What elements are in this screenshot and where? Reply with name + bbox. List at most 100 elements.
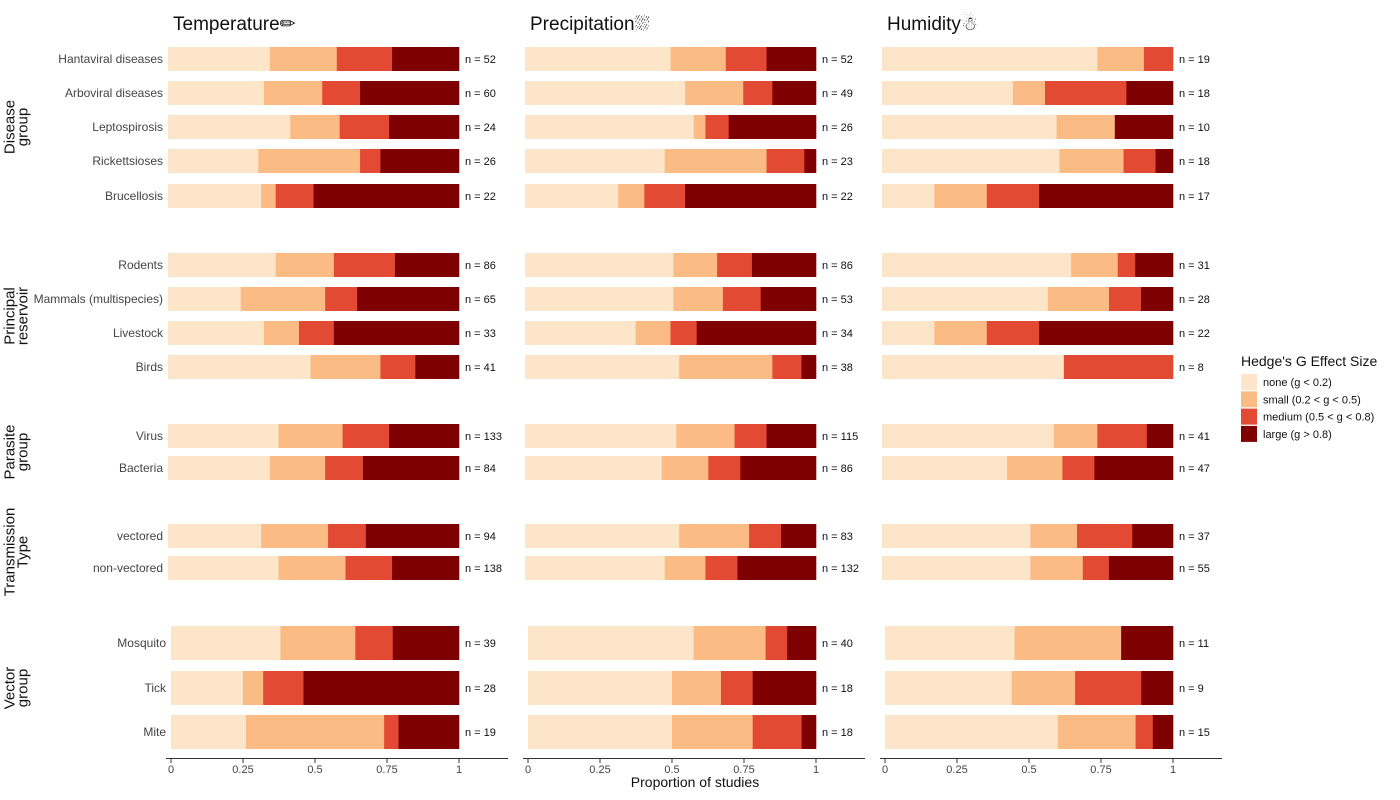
bar-segment-none [882, 115, 1057, 139]
bar-segment-small [1059, 149, 1124, 173]
bar-segment-medium [275, 184, 314, 208]
bar-segment-medium [765, 626, 788, 660]
bar-segment-small [679, 355, 773, 379]
bar-segment-small [264, 81, 323, 105]
x-axis-title: Proportion of studies [631, 774, 759, 790]
bar-segment-none [525, 47, 671, 71]
bar-segment-small [290, 115, 340, 139]
bar-segment-medium [298, 321, 335, 345]
bar-segment-small [673, 253, 718, 277]
bar-segment-small [1014, 626, 1122, 660]
n-label: n = 19 [465, 727, 496, 739]
bar-segment-small [258, 149, 361, 173]
bar-segment-large [1121, 626, 1174, 660]
bar-segment-none [171, 626, 281, 660]
bar-segment-large [360, 81, 460, 105]
bar-segment-none [528, 715, 673, 749]
bar-segment-large [313, 184, 460, 208]
legend-swatch-medium [1241, 408, 1257, 425]
n-label: n = 55 [1179, 563, 1210, 575]
bar-segment-large [357, 287, 460, 311]
bar-segment-large [766, 424, 817, 448]
n-label: n = 33 [465, 328, 496, 340]
n-label: n = 86 [465, 260, 496, 272]
panel-title-2: Humidity☃ [887, 12, 978, 35]
bar-segment-large [380, 149, 460, 173]
bar-segment-none [528, 626, 694, 660]
n-label: n = 138 [465, 563, 502, 575]
bar-segment-large [787, 626, 817, 660]
bar-segment-medium [1044, 81, 1127, 105]
n-label: n = 38 [822, 362, 853, 374]
group-label-line: Type [15, 536, 32, 569]
bar-segment-none [168, 287, 242, 311]
x-tick-label: 0 [525, 764, 531, 776]
n-label: n = 53 [822, 294, 853, 306]
bar-segment-medium [339, 115, 390, 139]
bar-segment-none [882, 424, 1054, 448]
bar-segment-none [168, 424, 279, 448]
n-label: n = 65 [465, 294, 496, 306]
n-label: n = 115 [822, 431, 858, 443]
bar-segment-large [772, 81, 817, 105]
bar-segment-large [1140, 287, 1174, 311]
bar-segment-large [362, 456, 460, 480]
bar-segment-none [168, 47, 271, 71]
n-label: n = 26 [465, 156, 496, 168]
legend-title: Hedge's G Effect Size [1241, 353, 1377, 369]
bar-segment-medium [380, 355, 416, 379]
bar-segment-none [525, 287, 674, 311]
row-label: non-vectored [93, 561, 163, 575]
bar-segment-none [525, 184, 619, 208]
bar-segment-none [171, 715, 247, 749]
x-tick-label: 1 [813, 764, 819, 776]
bar-segment-none [882, 253, 1072, 277]
row-label: Arboviral diseases [65, 86, 163, 100]
bar-segment-small [264, 321, 300, 345]
n-label: n = 11 [1179, 638, 1209, 650]
n-label: n = 18 [822, 727, 853, 739]
x-tick-label: 0 [168, 764, 174, 776]
bar-segment-none [168, 253, 276, 277]
bar-segment-large [1132, 524, 1174, 548]
bar-segment-none [885, 715, 1059, 749]
bar-segment-small [1011, 671, 1076, 705]
bar-segment-none [168, 115, 291, 139]
bar-segment-medium [734, 424, 767, 448]
legend-label-large: large (g > 0.8) [1263, 429, 1332, 441]
row-label: Rodents [118, 258, 163, 272]
bar-segment-large [1135, 253, 1174, 277]
group-label-line: Vector [2, 667, 19, 710]
n-label: n = 23 [822, 156, 853, 168]
bar-segment-none [882, 355, 1065, 379]
bar-segment-none [882, 524, 1031, 548]
bar-segment-large [1039, 321, 1174, 345]
row-label: Birds [136, 360, 163, 374]
bar-segment-medium [986, 184, 1040, 208]
bar-segment-small [676, 424, 735, 448]
bar-segment-none [882, 149, 1060, 173]
bar-segment-none [525, 556, 665, 580]
bar-segment-large [392, 556, 460, 580]
bar-segment-large [751, 253, 817, 277]
bar-segment-medium [725, 47, 767, 71]
n-label: n = 84 [465, 463, 496, 475]
bar-segment-small [1057, 715, 1136, 749]
group-label-line: Principal [2, 287, 19, 345]
bar-segment-small [934, 184, 988, 208]
n-label: n = 60 [465, 88, 496, 100]
bar-segment-small [673, 287, 724, 311]
bar-segment-small [1097, 47, 1145, 71]
row-label: Brucellosis [105, 189, 163, 203]
bar-segment-medium [1063, 355, 1174, 379]
bar-segment-large [398, 715, 460, 749]
bar-segment-medium [743, 81, 773, 105]
bar-segment-small [240, 287, 326, 311]
bar-segment-large [801, 355, 817, 379]
row-label: Hantaviral diseases [58, 52, 163, 66]
bar-segment-large [303, 671, 460, 705]
bar-segment-medium [333, 253, 396, 277]
group-label-line: group [15, 433, 32, 471]
bar-segment-small [1030, 524, 1078, 548]
n-label: n = 22 [1179, 328, 1210, 340]
